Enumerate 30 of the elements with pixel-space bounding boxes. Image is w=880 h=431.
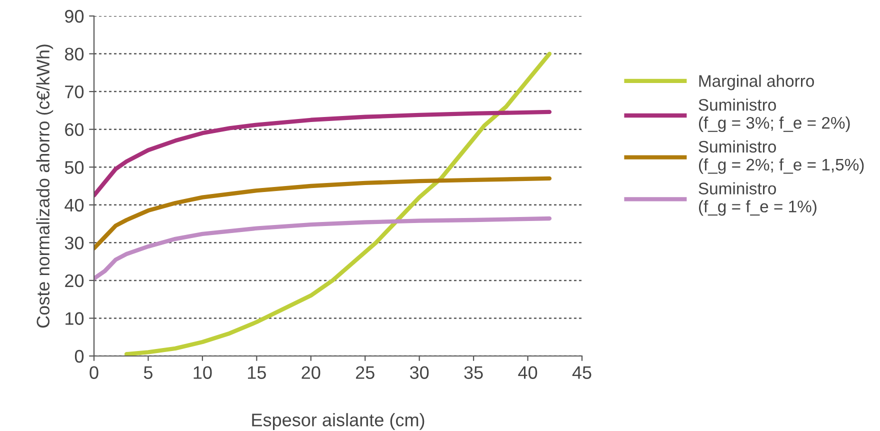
y-tick-label: 50: [64, 161, 84, 174]
x-tick-label: 5: [144, 366, 152, 379]
x-tick-label: 10: [194, 366, 212, 379]
x-tick-label: 35: [464, 366, 483, 379]
y-tick-label: 30: [64, 236, 84, 250]
y-tick-label: 40: [64, 198, 84, 212]
line-series: [94, 176, 552, 250]
x-axis-title: Espesor aislante (cm): [252, 413, 424, 430]
x-tick-label: 45: [572, 366, 592, 379]
y-axis-title: Coste normalizado ahorro (c€/kWh): [36, 44, 54, 328]
line-series: [124, 52, 552, 356]
legend-label: Marginal ahorro: [699, 74, 814, 90]
x-tick-label: 0: [90, 366, 98, 379]
y-tick-label: 20: [65, 274, 84, 288]
x-tick-label: 40: [518, 366, 538, 379]
legend-label: Suministro (f_g = 3%; f_e = 2%): [698, 98, 850, 132]
x-tick-label: 20: [302, 366, 320, 379]
line-series: [94, 110, 552, 198]
y-tick-label: 0: [74, 350, 84, 363]
y-tick-label: 90: [65, 10, 84, 23]
legend-label: Suministro (f_g = f_e = 1%): [698, 182, 816, 216]
x-tick-label: 30: [410, 366, 429, 379]
y-tick-label: 10: [66, 312, 84, 325]
y-tick-label: 80: [64, 48, 84, 60]
y-tick-label: 70: [65, 85, 84, 98]
x-tick-label: 25: [356, 366, 374, 379]
x-tick-label: 15: [248, 366, 266, 379]
legend-label: Suministro (f_g = 2%; f_e = 1,5%): [698, 140, 864, 174]
y-tick-label: 60: [65, 123, 84, 136]
line-series: [94, 216, 552, 281]
